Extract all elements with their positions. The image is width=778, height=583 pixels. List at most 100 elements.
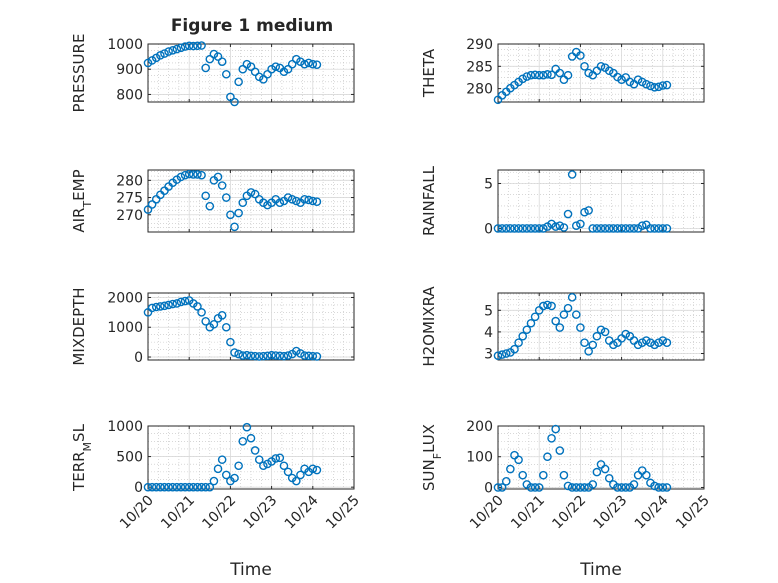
mixdepth-ylabel: MIXDEPTH — [70, 287, 88, 365]
terr_msl-point — [271, 454, 281, 463]
pressure-point — [308, 59, 318, 69]
rainfall-point — [526, 224, 536, 233]
air_temp-point — [275, 198, 285, 208]
sun_flux-point — [526, 483, 536, 492]
mixdepth-point — [217, 311, 227, 320]
theta-point — [642, 79, 651, 89]
mixdepth-point — [242, 350, 252, 360]
mixdepth-point — [234, 349, 243, 359]
air_temp-point — [308, 196, 318, 206]
pressure-point — [287, 59, 297, 69]
h2omixra-axes-box — [497, 292, 705, 361]
h2omixra-point — [633, 340, 643, 350]
air_temp-point — [217, 181, 227, 190]
rainfall-point — [621, 224, 631, 233]
terr_msl-point — [193, 482, 202, 492]
theta-point — [559, 75, 569, 84]
rainfall-point — [497, 224, 507, 233]
subplot-h2omixra: 3 4 5 H2OMIXRA — [420, 286, 705, 367]
theta-point — [555, 68, 565, 78]
air_temp-point — [193, 170, 202, 179]
h2omixra-point — [654, 338, 663, 348]
rainfall-point — [658, 224, 668, 233]
sun_flux-point — [534, 483, 544, 492]
subplot-sun_flux: 0 100 200 SUNFLUX 10/20 10/21 10/22 10/23 10/24 1… — [420, 419, 713, 580]
air_temp-point — [189, 170, 198, 179]
terr_msl-ytick-label: 1000 — [107, 419, 143, 435]
h2omixra-point — [592, 331, 602, 341]
theta-point — [617, 75, 626, 84]
h2omixra-ylabel: H2OMIXRA — [420, 286, 438, 367]
sun_flux-point — [621, 483, 631, 492]
air_temp-point — [205, 201, 215, 211]
air_temp-point — [176, 172, 186, 182]
pressure-point — [221, 69, 231, 79]
sun_flux-xtick-label: 10/21 — [508, 493, 548, 533]
air_temp-ytick-label: 275 — [116, 191, 143, 207]
rainfall-point — [604, 224, 614, 233]
terr_msl-point — [234, 461, 243, 471]
rainfall-point — [646, 224, 655, 233]
mixdepth-point — [312, 352, 322, 361]
theta-point — [646, 81, 655, 91]
sun_flux-point — [543, 452, 552, 462]
air_temp-point — [287, 194, 297, 204]
terr_msl-point — [151, 482, 161, 492]
air_temp-point — [250, 189, 260, 199]
pressure-point — [230, 97, 239, 107]
terr_msl-point — [221, 470, 231, 480]
h2omixra-point — [522, 325, 532, 335]
rainfall-point — [563, 209, 573, 219]
rainfall-ytick-label: 0 — [484, 221, 493, 237]
pressure-point — [201, 63, 210, 73]
theta-point — [633, 75, 643, 84]
terr_msl-point — [213, 464, 223, 474]
mixdepth-point — [197, 308, 206, 317]
mixdepth-ytick-label: 2000 — [107, 290, 143, 306]
pressure-ytick-label: 800 — [116, 87, 143, 103]
h2omixra-point — [510, 344, 519, 354]
sun_flux-point — [530, 483, 540, 492]
h2omixra-point — [604, 336, 614, 345]
terr_msl-point — [308, 464, 318, 474]
rainfall-point — [650, 224, 659, 233]
subplot-rainfall: 0 5 RAINFALL — [420, 165, 705, 237]
terr_msl-ytick-label: 500 — [116, 450, 143, 466]
h2omixra-point — [629, 336, 639, 345]
air_temp-point — [197, 170, 206, 180]
sun_flux-point — [514, 455, 523, 465]
sun_flux-point — [662, 483, 672, 492]
mixdepth-point — [147, 303, 157, 313]
terr_msl-point — [147, 482, 157, 492]
air_temp-point — [147, 200, 157, 209]
sun_flux-point — [588, 480, 598, 489]
sun_flux-point — [506, 464, 515, 474]
h2omixra-point — [518, 331, 528, 341]
mixdepth-point — [164, 300, 173, 310]
theta-point — [596, 62, 606, 71]
air_temp-point — [184, 169, 194, 179]
pressure-point — [180, 42, 190, 51]
h2omixra-ytick-label: 5 — [484, 303, 493, 319]
sun_flux-point — [613, 483, 622, 492]
pressure-point — [205, 54, 215, 64]
mixdepth-point — [230, 348, 239, 357]
sun_flux-xtick-label: 10/24 — [632, 492, 672, 532]
theta-point — [662, 80, 672, 90]
mixdepth-point — [263, 351, 272, 361]
h2omixra-ytick-label: 4 — [484, 325, 493, 341]
mixdepth-point — [275, 351, 285, 361]
sun_flux-point — [629, 480, 639, 489]
pressure-point — [312, 60, 322, 69]
mixdepth-point — [308, 351, 318, 361]
sun_flux-point — [547, 433, 556, 443]
theta-point — [547, 70, 556, 80]
mixdepth-point — [279, 351, 289, 361]
rainfall-point — [571, 221, 581, 231]
terr_msl-point — [250, 446, 260, 455]
h2omixra-point — [650, 340, 659, 350]
pressure-point — [226, 92, 235, 102]
sun_flux-ylabel: SUNFLUX — [420, 424, 444, 491]
sun_flux-point — [559, 470, 569, 480]
h2omixra-point — [621, 329, 631, 339]
